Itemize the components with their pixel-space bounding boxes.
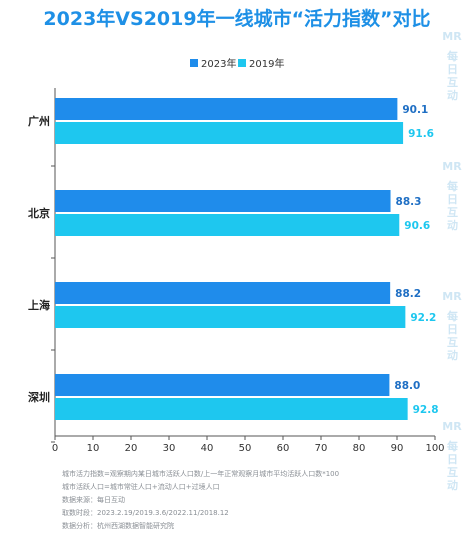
footnote-definition-population: 城市活跃人口=城市常驻人口+流动人口+过境人口 [62,483,220,491]
chart-title: 2023年VS2019年一线城市“活力指数”对比 [43,7,430,30]
legend-label: 2023年 [201,57,236,70]
x-tick-label: 30 [163,443,176,454]
bar-2023 [55,190,391,212]
chart: 2023年VS2019年一线城市“活力指数”对比 2023年 2019年 广州 90… [28,7,445,454]
x-tick-label: 10 [87,443,100,454]
category-label: 深圳 [28,390,50,404]
legend: 2023年 2019年 [190,57,284,70]
x-tick-label: 50 [239,443,252,454]
bar-2023 [55,374,390,396]
x-tick-label: 60 [277,443,290,454]
x-tick-label: 70 [315,443,328,454]
x-tick-label: 40 [201,443,214,454]
data-label: 90.1 [402,104,428,116]
x-tick-label: 20 [125,443,138,454]
data-label: 90.6 [404,220,430,232]
footnote-period: 取数时段：2023.2.19/2019.3.6/2022.11/2018.12 [62,509,229,517]
x-tick-label: 0 [52,443,58,454]
bar-2023 [55,282,391,304]
bar-2019 [55,398,408,420]
legend-swatch [238,59,246,67]
legend-swatch [190,59,198,67]
x-tick-label: 90 [391,443,404,454]
footnotes: 城市活力指数=观察期内某日城市活跃人口数/上一年正常观察月城市平均活跃人口数*1… [62,468,462,533]
data-label: 91.6 [408,128,434,140]
data-label: 92.8 [413,404,439,416]
category-label: 广州 [28,114,50,128]
bar-2019 [55,306,406,328]
x-tick-label: 80 [353,443,366,454]
footnote-analysis: 数据分析：杭州西湖数据智能研究院 [62,522,174,530]
category-label: 北京 [28,206,50,220]
x-tick-label: 100 [425,443,444,454]
plot-area: 广州 90.1 91.6 北京 88.3 90.6 上海 88.2 92.2 深圳 88.0 92.8… [28,88,445,454]
footnote-source: 数据来源：每日互动 [62,496,125,504]
data-label: 92.2 [410,312,436,324]
bar-2023 [55,98,398,120]
bar-2019 [55,214,400,236]
category-label: 上海 [28,298,50,312]
footnote-definition-index: 城市活力指数=观察期内某日城市活跃人口数/上一年正常观察月城市平均活跃人口数*1… [62,470,340,478]
data-label: 88.2 [395,288,421,300]
legend-label: 2019年 [249,57,284,70]
data-label: 88.0 [394,380,420,392]
data-label: 88.3 [396,196,422,208]
bar-2019 [55,122,404,144]
